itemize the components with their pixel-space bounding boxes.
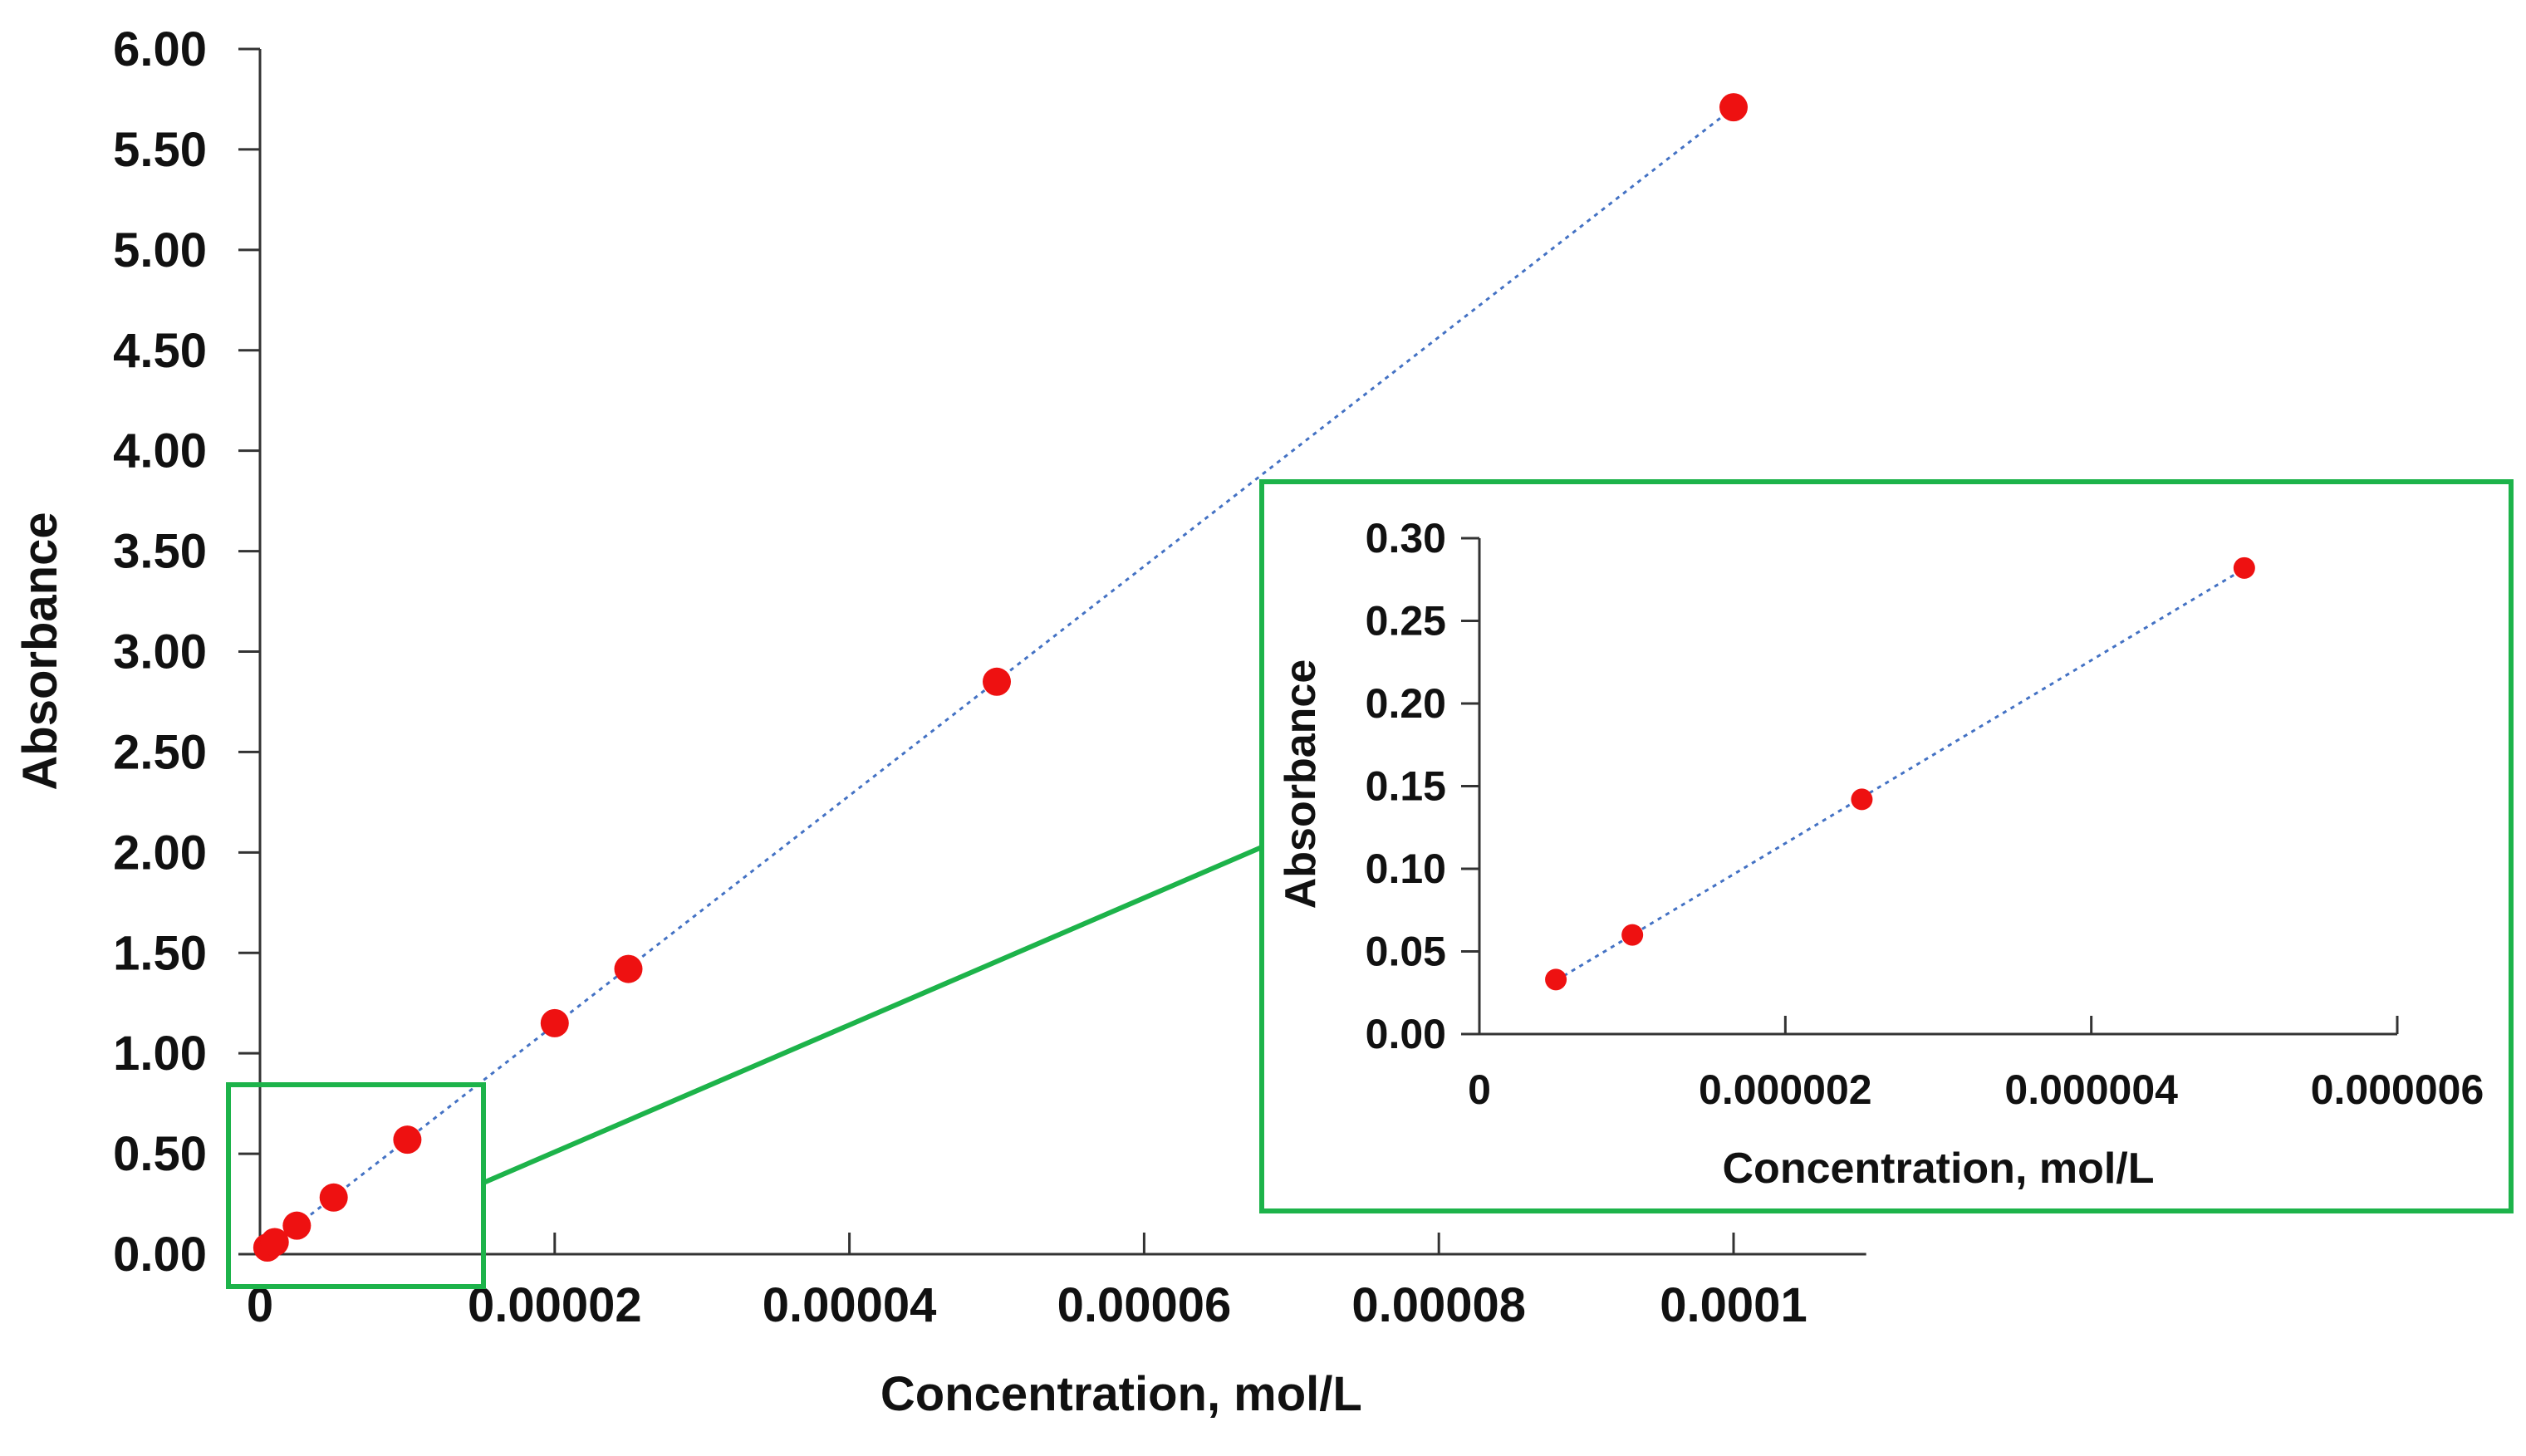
y-tick-label: 1.00 — [113, 1027, 207, 1081]
inset-y-tick-label: 0.10 — [1366, 846, 1446, 892]
zoom-region-frame — [226, 1082, 486, 1289]
x-tick-label: 0.00004 — [763, 1278, 937, 1332]
y-tick-label: 3.50 — [113, 525, 207, 579]
inset-trendline — [1555, 567, 2245, 982]
inset-data-point — [1621, 924, 1644, 946]
inset-y-axis-title: Absorbance — [1277, 659, 1325, 909]
inset-data-point — [1545, 968, 1567, 991]
x-tick-label: 0.00002 — [468, 1278, 642, 1332]
zoom-connector-line — [482, 845, 1263, 1185]
inset-data-point — [1851, 788, 1873, 811]
inset-data-point — [2233, 556, 2255, 579]
inset-y-tick-label: 0.25 — [1366, 598, 1446, 645]
inset-x-tick-label: 0.000002 — [1699, 1066, 1872, 1113]
trendline — [266, 106, 1734, 1250]
x-tick-label: 0.00006 — [1057, 1278, 1232, 1332]
y-tick-label: 2.50 — [113, 725, 207, 779]
y-tick-label: 0.50 — [113, 1127, 207, 1181]
y-tick-label: 1.50 — [113, 926, 207, 980]
y-tick-label: 5.50 — [113, 123, 207, 177]
inset-x-axis-title: Concentration, mol/L — [1723, 1145, 2155, 1193]
y-tick-label: 4.50 — [113, 324, 207, 378]
y-axis-title: Absorbance — [13, 512, 67, 790]
y-tick-label: 5.00 — [113, 223, 207, 277]
y-tick-label: 4.00 — [113, 424, 207, 478]
data-point — [1719, 93, 1748, 122]
inset-y-tick-label: 0.30 — [1366, 515, 1446, 561]
y-tick-label: 0.00 — [113, 1228, 207, 1282]
x-axis-title: Concentration, mol/L — [880, 1367, 1362, 1421]
inset-chart: 0.00 0.05 0.10 0.15 0.20 0.25 0.30 0 0.000002 0.0… — [1277, 515, 2484, 1193]
main-chart: 0.00 0.50 1.00 1.50 2.00 2.50 3.00 3.50 4.00 4.50… — [13, 22, 1866, 1421]
y-tick-label: 2.00 — [113, 826, 207, 880]
inset-y-tick-label: 0.15 — [1366, 763, 1446, 810]
inset-x-tick-label: 0.000006 — [2311, 1066, 2484, 1113]
data-point — [393, 1125, 422, 1155]
y-tick-label: 6.00 — [113, 22, 207, 76]
data-point — [983, 667, 1011, 696]
inset-y-tick-label: 0.00 — [1366, 1011, 1446, 1057]
inset-y-tick-label: 0.05 — [1366, 929, 1446, 975]
inset-y-tick-label: 0.20 — [1366, 680, 1446, 727]
data-point — [614, 954, 643, 983]
inset-frame — [1259, 479, 2514, 1213]
x-tick-label: 0.0001 — [1660, 1278, 1807, 1332]
zoom-callout — [226, 479, 2514, 1289]
data-point — [260, 1228, 289, 1257]
data-point — [319, 1183, 348, 1212]
data-point — [540, 1008, 569, 1037]
x-tick-label: 0.00008 — [1351, 1278, 1526, 1332]
y-tick-label: 3.00 — [113, 625, 207, 679]
data-point — [282, 1211, 311, 1240]
inset-x-tick-label: 0.000004 — [2004, 1066, 2178, 1113]
inset-x-tick-label: 0 — [1468, 1066, 1491, 1113]
